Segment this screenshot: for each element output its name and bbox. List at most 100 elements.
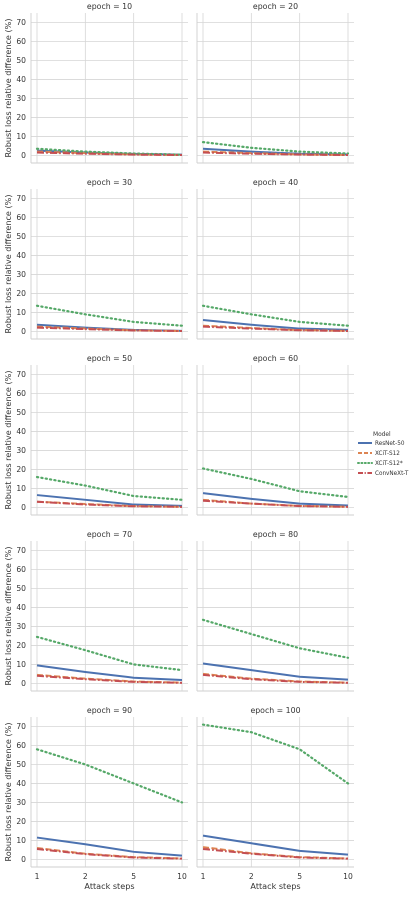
- legend: Model ResNet-50 XCiT-S12 XCiT-S12* ConvNeXt-…: [357, 432, 409, 477]
- y-tick-label: 10: [16, 308, 26, 317]
- series-line-resnet-50: [36, 664, 183, 681]
- y-tick-label: 60: [16, 37, 26, 46]
- x-tick-label: 10: [177, 872, 187, 881]
- y-tick-label: 40: [16, 75, 26, 84]
- y-axis-title: Robust loss relative difference (%): [3, 723, 13, 862]
- series-line-convnext-t: [36, 674, 183, 684]
- series-line-convnext-t: [202, 673, 349, 684]
- series-line-resnet-50: [202, 834, 349, 856]
- series-line-resnet-50: [36, 494, 183, 507]
- series-line-xcit-s12: [35, 635, 184, 672]
- series-line-xcit-s12: [201, 467, 350, 499]
- y-tick-label: 10: [16, 484, 26, 493]
- x-tick-label: 2: [249, 872, 254, 881]
- facet-title: epoch = 90: [87, 706, 132, 715]
- facet-panel: epoch = 60: [196, 354, 354, 516]
- y-tick-label: 50: [16, 56, 26, 65]
- series-line-xcit-s12: [201, 618, 350, 659]
- y-axis-title: Robust loss relative difference (%): [3, 19, 13, 158]
- series-line-convnext-t: [36, 151, 183, 157]
- y-tick-label: 60: [16, 213, 26, 222]
- y-tick-label: 20: [16, 113, 26, 122]
- y-tick-label: 50: [16, 760, 26, 769]
- y-tick-label: 70: [16, 722, 26, 731]
- series-line-convnext-t: [36, 500, 183, 508]
- y-tick-label: 30: [16, 622, 26, 631]
- facet-panel: epoch = 20: [196, 2, 354, 164]
- x-tick-label: 1: [35, 872, 40, 881]
- x-tick-label: 1: [201, 872, 206, 881]
- facet-panel: epoch = 80: [196, 530, 354, 692]
- series-line-convnext-t: [202, 499, 349, 508]
- legend-title: Model: [373, 432, 391, 438]
- y-tick-label: 50: [16, 584, 26, 593]
- y-tick-label: 40: [16, 603, 26, 612]
- y-tick-label: 70: [16, 194, 26, 203]
- y-tick-label: 50: [16, 232, 26, 241]
- series-line-resnet-50: [202, 662, 349, 681]
- y-tick-label: 30: [16, 798, 26, 807]
- y-tick-label: 0: [21, 327, 26, 336]
- y-tick-label: 50: [16, 408, 26, 417]
- series-line-convnext-t: [36, 847, 183, 860]
- y-tick-label: 70: [16, 546, 26, 555]
- x-tick-label: 2: [83, 872, 88, 881]
- facet-panel: epoch = 40: [196, 178, 354, 340]
- y-tick-label: 20: [16, 465, 26, 474]
- series-line-xcit-s12: [201, 304, 350, 327]
- facet-title: epoch = 30: [87, 178, 132, 187]
- series-line-convnext-t: [36, 326, 183, 333]
- series-line-convnext-t: [202, 325, 349, 333]
- y-tick-label: 20: [16, 641, 26, 650]
- series-line-convnext-t: [202, 847, 349, 860]
- y-tick-label: 40: [16, 251, 26, 260]
- facet-title: epoch = 10: [87, 2, 132, 11]
- series-line-xcit-s12: [35, 304, 184, 327]
- x-tick-label: 5: [131, 872, 136, 881]
- facet-title: epoch = 20: [253, 2, 298, 11]
- facet-title: epoch = 50: [87, 354, 132, 363]
- y-tick-label: 60: [16, 741, 26, 750]
- facet-title: epoch = 100: [250, 706, 300, 715]
- y-tick-label: 0: [21, 151, 26, 160]
- y-tick-label: 0: [21, 503, 26, 512]
- legend-label: ResNet-50: [375, 441, 405, 447]
- y-tick-label: 20: [16, 289, 26, 298]
- legend-label: XCiT-S12*: [375, 461, 403, 467]
- x-axis-title: Attack steps: [250, 881, 300, 891]
- series-line-xcit-s12: [35, 748, 184, 804]
- x-axis-title: Attack steps: [84, 881, 134, 891]
- series-line-resnet-50: [202, 492, 349, 507]
- y-tick-label: 20: [16, 817, 26, 826]
- series-line-xcit-s12: [35, 475, 184, 501]
- legend-label: XCiT-S12: [375, 451, 400, 457]
- series-line-convnext-t: [202, 151, 349, 157]
- facet-panel: epoch = 100 1 2 5 10 Attack steps: [196, 706, 354, 891]
- y-tick-label: 10: [16, 132, 26, 141]
- facet-title: epoch = 60: [253, 354, 298, 363]
- y-tick-label: 40: [16, 427, 26, 436]
- y-tick-label: 70: [16, 18, 26, 27]
- series-line-resnet-50: [36, 836, 183, 857]
- y-axis-title: Robust loss relative difference (%): [3, 547, 13, 686]
- series-line-resnet-50: [202, 319, 349, 331]
- y-tick-label: 0: [21, 679, 26, 688]
- y-tick-label: 10: [16, 660, 26, 669]
- x-tick-label: 5: [297, 872, 302, 881]
- facet-title: epoch = 70: [87, 530, 132, 539]
- y-axis-title: Robust loss relative difference (%): [3, 195, 13, 334]
- y-tick-label: 70: [16, 370, 26, 379]
- y-axis-title: Robust loss relative difference (%): [3, 371, 13, 510]
- y-tick-label: 60: [16, 389, 26, 398]
- facet-title: epoch = 40: [253, 178, 298, 187]
- y-tick-label: 60: [16, 565, 26, 574]
- y-tick-label: 30: [16, 446, 26, 455]
- y-tick-label: 10: [16, 836, 26, 845]
